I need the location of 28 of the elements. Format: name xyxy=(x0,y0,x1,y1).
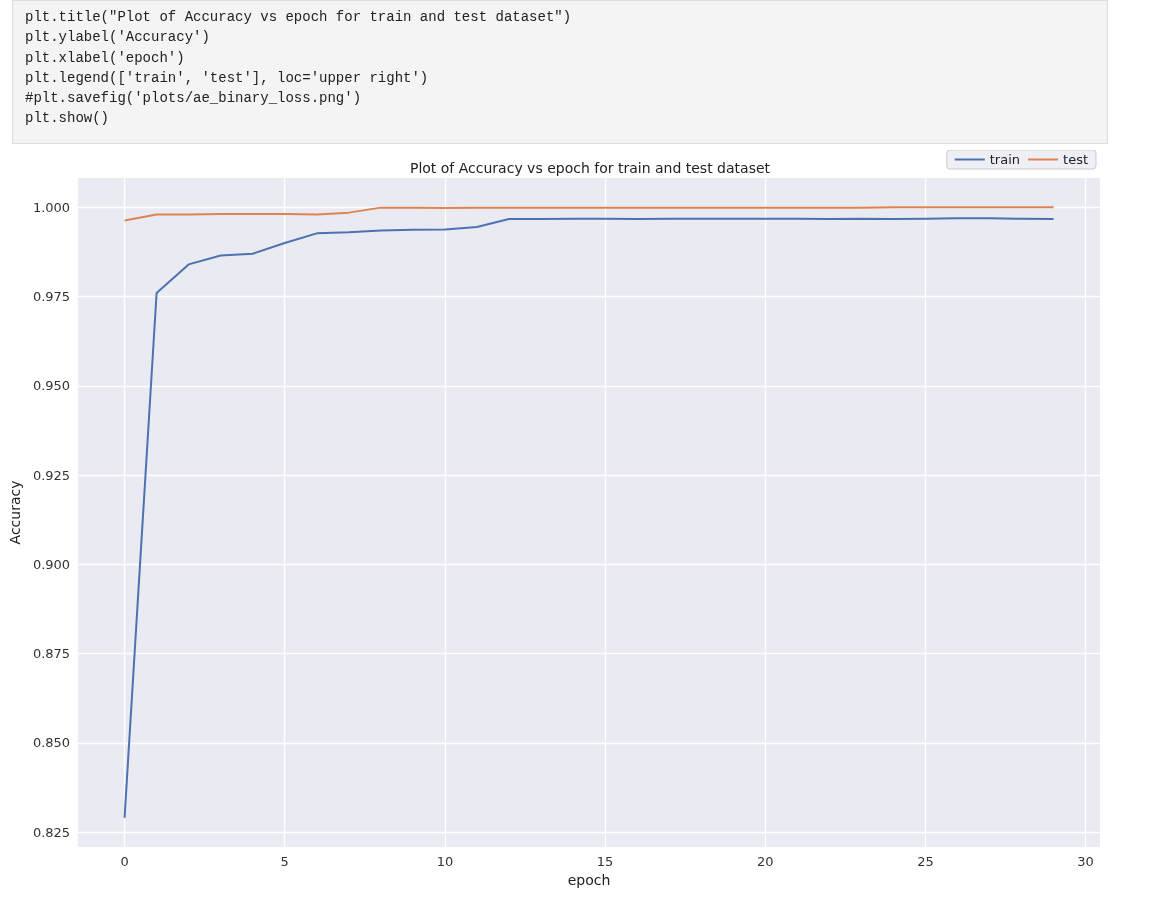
x-tick-label: 5 xyxy=(280,854,289,869)
text: plt.title("Plot of Accuracy vs epoch for train and test dataset") xyxy=(25,8,573,27)
y-tick-label: 0.850 xyxy=(32,735,71,751)
text: plt.legend(['train', 'test'], loc='upper right') xyxy=(25,68,430,88)
y-tick-label: 0.975 xyxy=(32,289,71,305)
y-tick-label: 0.925 xyxy=(32,467,71,483)
x-tick-label: 20 xyxy=(756,854,774,869)
y-axis-title: Accuracy xyxy=(7,480,23,545)
text: plt.show() xyxy=(25,109,110,129)
y-tick-label: 1.000 xyxy=(32,199,71,215)
y-tick-label: 0.875 xyxy=(32,646,71,662)
text: plt.ylabel('Accuracy') xyxy=(25,28,211,48)
line-series xyxy=(123,217,1055,819)
x-tick-label: 25 xyxy=(917,854,934,869)
x-tick-label: 0 xyxy=(120,854,129,869)
legend-label: train xyxy=(989,152,1021,167)
text: plt.xlabel('epoch') xyxy=(25,48,186,68)
x-tick-label: 30 xyxy=(1077,854,1094,869)
chart-title: Plot of Accuracy vs epoch for train and test dataset xyxy=(409,160,771,176)
legend-label: test xyxy=(1063,152,1088,167)
x-tick-label: 10 xyxy=(436,854,454,869)
y-tick-label: 0.900 xyxy=(32,556,71,572)
line-series xyxy=(123,206,1055,222)
y-tick-label: 0.950 xyxy=(32,378,71,394)
y-tick-label: 0.825 xyxy=(32,824,71,840)
x-tick-label: 15 xyxy=(596,854,614,869)
x-axis-title: epoch xyxy=(567,872,611,888)
text: #plt.savefig('plots/ae_binary_loss.png') xyxy=(25,89,363,109)
